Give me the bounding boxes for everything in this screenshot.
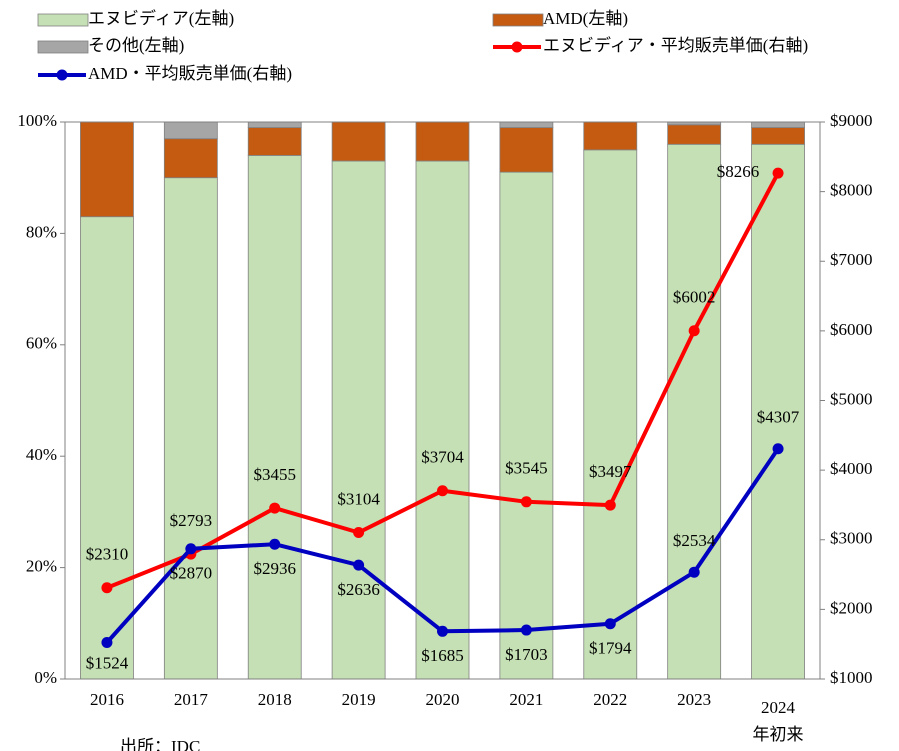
bar-segment: [247, 155, 302, 680]
data-label: $1703: [505, 645, 548, 664]
line-point: [688, 325, 700, 337]
y2-tick-label: $4000: [830, 459, 873, 478]
data-label: $2793: [170, 511, 213, 530]
data-label: $3545: [505, 459, 548, 478]
legend-label: AMD・平均販売単価(右軸): [88, 64, 292, 83]
bar-segment: [751, 121, 805, 128]
line-point: [772, 167, 784, 179]
line-point: [101, 637, 113, 649]
y-tick-label: 60%: [26, 334, 57, 353]
x-tick-label: 2017: [174, 690, 209, 709]
bar-segment: [163, 121, 218, 140]
x-tick-label: 2019: [342, 690, 376, 709]
bar-segment: [163, 138, 218, 179]
data-label: $2636: [337, 580, 380, 599]
legend-marker: [511, 41, 523, 53]
legend-swatch: [492, 13, 544, 27]
legend-label: AMD(左軸): [543, 9, 628, 28]
line-point: [101, 582, 113, 594]
bar-segment: [583, 121, 638, 151]
bar-segment: [751, 127, 805, 145]
legend-label: エヌビディア・平均販売単価(右軸): [543, 35, 808, 55]
bar-segment: [247, 121, 302, 128]
y2-tick-label: $7000: [830, 250, 873, 269]
y2-tick-label: $6000: [830, 320, 873, 339]
y-tick-label: 80%: [26, 222, 57, 241]
y2-tick-label: $5000: [830, 389, 873, 408]
y2-tick-label: $9000: [830, 111, 873, 130]
bar-segment: [667, 143, 722, 680]
legend-label: エヌビディア(左軸): [88, 8, 234, 28]
source: 出所：IDC: [120, 737, 200, 751]
bar-segment: [80, 216, 134, 680]
y2-tick-label: $2000: [830, 598, 873, 617]
x-tick-label-line: 2024: [761, 698, 796, 717]
line-point: [604, 618, 616, 630]
data-label: $8266: [717, 162, 760, 181]
data-label: $3704: [421, 448, 464, 467]
line-point: [437, 625, 448, 637]
data-label: $3497: [589, 462, 632, 481]
bar-segment: [583, 149, 638, 680]
data-label: $6002: [673, 288, 716, 307]
legend-swatch: [37, 40, 89, 54]
bar-segment: [667, 124, 722, 145]
bar-segment: [247, 127, 302, 156]
data-label: $2936: [253, 559, 296, 578]
data-label: $1685: [421, 646, 464, 665]
bar-segment: [415, 121, 470, 162]
line-point: [520, 496, 532, 508]
legend-marker: [56, 69, 68, 81]
y2-tick-label: $8000: [830, 181, 873, 200]
x-tick-label-line: 年初来: [753, 725, 804, 744]
line-point: [185, 543, 197, 555]
line-point: [437, 485, 448, 497]
x-tick-label: 2022: [593, 690, 627, 709]
y2-tick-label: $1000: [830, 668, 873, 687]
x-tick-label: 2016: [90, 690, 124, 709]
x-tick-label: 2021: [509, 690, 543, 709]
y-tick-label: 20%: [26, 557, 57, 576]
y2-tick-label: $3000: [830, 529, 873, 548]
data-label: $4307: [757, 408, 800, 427]
line-point: [520, 624, 532, 636]
x-tick-label: 2024 年初来: [753, 698, 804, 744]
bar-segment: [80, 121, 134, 218]
line-point: [688, 566, 700, 578]
y-tick-label: 40%: [26, 445, 57, 464]
bar-segment: [163, 177, 218, 680]
bar-segment: [499, 127, 554, 173]
y-tick-label: 100%: [17, 111, 57, 130]
y-tick-label: 0%: [34, 668, 57, 687]
data-label: $1524: [86, 653, 129, 672]
data-label: $2534: [673, 531, 716, 550]
bar-segment: [751, 143, 805, 680]
bar-segment: [415, 160, 470, 680]
legend-swatch: [37, 13, 89, 27]
line-point: [772, 443, 784, 455]
bar-segment: [331, 121, 386, 162]
data-label: $3455: [253, 465, 296, 484]
data-label: $2310: [86, 545, 129, 564]
data-label: $3104: [337, 489, 380, 508]
bar-segment: [499, 121, 554, 128]
bar-segment: [331, 160, 386, 680]
bar-segment: [499, 171, 554, 680]
x-tick-label: 2023: [677, 690, 711, 709]
line-point: [269, 502, 281, 514]
legend-label: その他(左軸): [88, 36, 184, 55]
data-label: $2870: [170, 564, 213, 583]
x-tick-label: 2018: [258, 690, 292, 709]
line-point: [353, 559, 365, 571]
line-point: [353, 527, 365, 539]
line-point: [604, 499, 616, 511]
line-point: [269, 538, 281, 550]
data-label: $1794: [589, 639, 632, 658]
x-tick-label: 2020: [426, 690, 460, 709]
